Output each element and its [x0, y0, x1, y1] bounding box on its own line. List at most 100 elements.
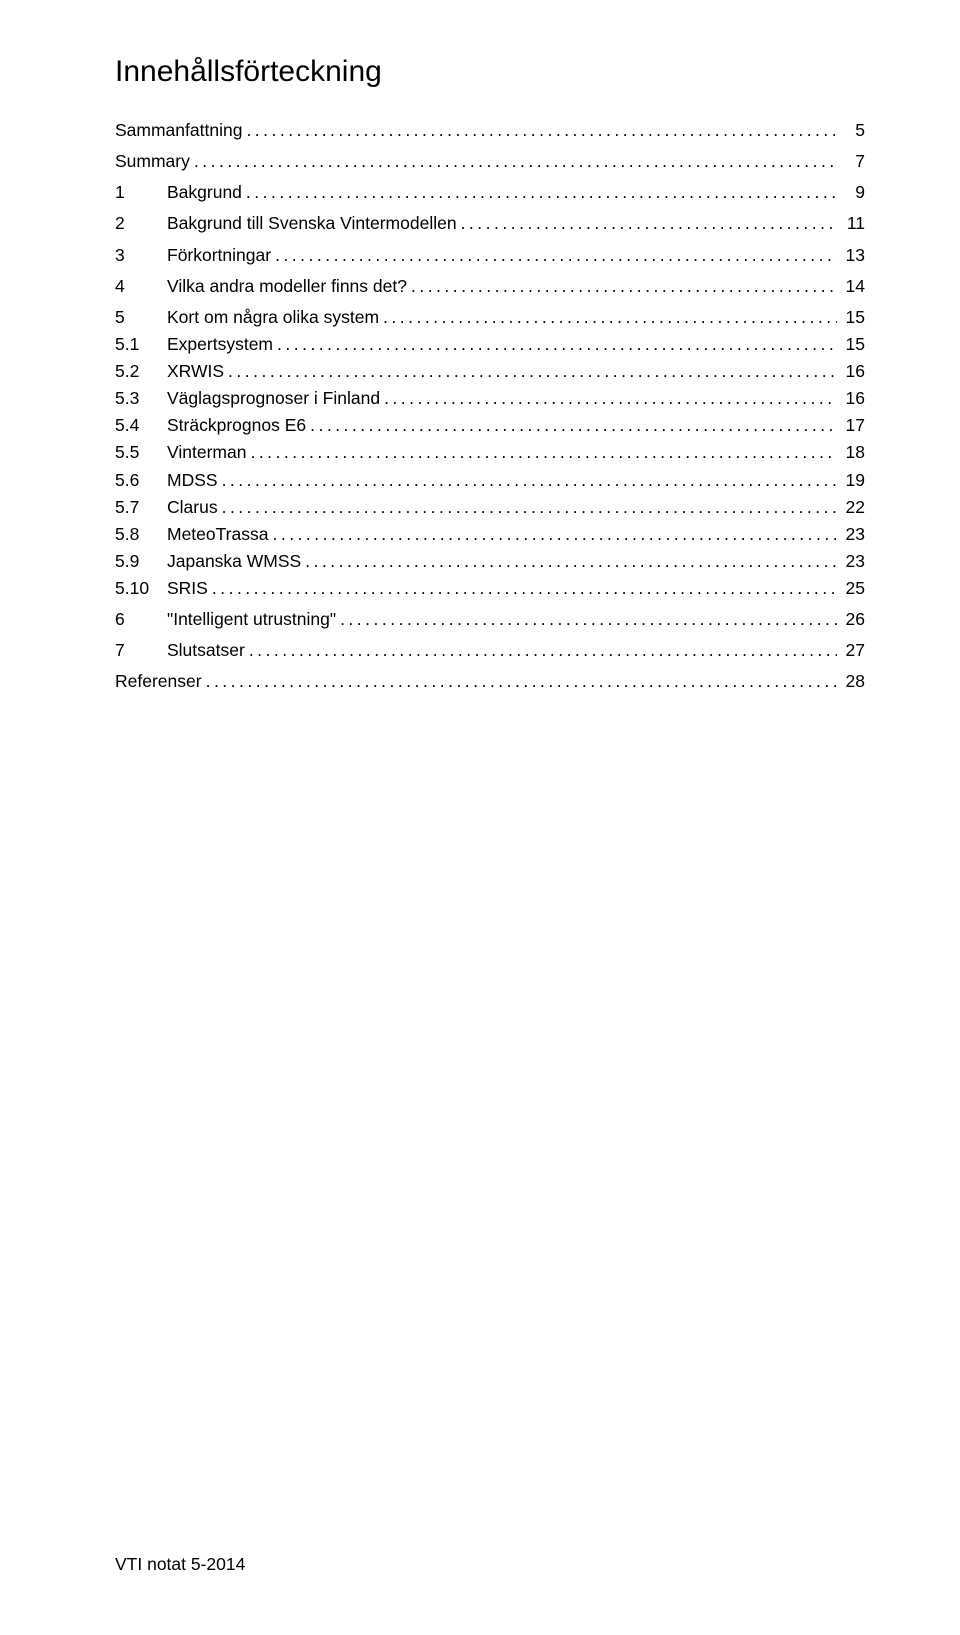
toc-label: Kort om några olika system: [167, 304, 379, 331]
toc-row: 5Kort om några olika system 15: [115, 304, 865, 331]
toc-row: 5.1Expertsystem 15: [115, 331, 865, 358]
toc-row: 5.2XRWIS 16: [115, 358, 865, 385]
toc-row: 2Bakgrund till Svenska Vintermodellen 11: [115, 210, 865, 237]
toc-page: 23: [841, 548, 865, 575]
toc-number: 5: [115, 304, 167, 331]
toc-page: 16: [841, 358, 865, 385]
toc-number: 5.2: [115, 358, 167, 385]
toc-row: Summary 7: [115, 148, 865, 175]
toc-label: Sammanfattning: [115, 117, 242, 144]
toc-label: Förkortningar: [167, 242, 271, 269]
toc-number: 5.8: [115, 521, 167, 548]
toc-leader-dots: [310, 412, 837, 439]
toc-leader-dots: [194, 148, 837, 175]
toc-leader-dots: [272, 521, 837, 548]
toc-page: 23: [841, 521, 865, 548]
toc-leader-dots: [461, 210, 837, 237]
toc-label: Vinterman: [167, 439, 246, 466]
toc-row: 5.7Clarus 22: [115, 494, 865, 521]
toc-label: XRWIS: [167, 358, 224, 385]
toc-leader-dots: [383, 304, 837, 331]
toc-number: 7: [115, 637, 167, 664]
toc-row: 1Bakgrund 9: [115, 179, 865, 206]
toc-number: 5.6: [115, 467, 167, 494]
toc-row: 7Slutsatser 27: [115, 637, 865, 664]
toc-number: 1: [115, 179, 167, 206]
toc-number: 4: [115, 273, 167, 300]
toc-leader-dots: [206, 668, 837, 695]
toc-label: Summary: [115, 148, 190, 175]
toc-leader-dots: [246, 179, 837, 206]
table-of-contents: Sammanfattning 5 Summary 7 1Bakgrund 9 2Bakgru…: [115, 117, 865, 696]
toc-page: 5: [841, 117, 865, 144]
toc-number: 5.3: [115, 385, 167, 412]
toc-page: 11: [841, 210, 865, 237]
toc-page: 14: [841, 273, 865, 300]
toc-leader-dots: [249, 637, 837, 664]
toc-label: Väglagsprognoser i Finland: [167, 385, 380, 412]
toc-number: 5.1: [115, 331, 167, 358]
toc-leader-dots: [384, 385, 837, 412]
toc-label: MeteoTrassa: [167, 521, 268, 548]
toc-row: 3Förkortningar 13: [115, 242, 865, 269]
toc-number: 2: [115, 210, 167, 237]
toc-row: 5.10SRIS 25: [115, 575, 865, 602]
toc-leader-dots: [222, 494, 837, 521]
toc-row: 5.8MeteoTrassa 23: [115, 521, 865, 548]
toc-leader-dots: [275, 242, 837, 269]
toc-number: 5.5: [115, 439, 167, 466]
toc-number: 5.10: [115, 575, 167, 602]
toc-number: 5.7: [115, 494, 167, 521]
toc-leader-dots: [250, 439, 837, 466]
footer-text: VTI notat 5-2014: [115, 1554, 245, 1575]
toc-page: 26: [841, 606, 865, 633]
toc-page: 16: [841, 385, 865, 412]
toc-number: 6: [115, 606, 167, 633]
toc-label: Slutsatser: [167, 637, 245, 664]
toc-row: 6"Intelligent utrustning" 26: [115, 606, 865, 633]
toc-label: Clarus: [167, 494, 218, 521]
toc-row: 5.6MDSS 19: [115, 467, 865, 494]
toc-page: 13: [841, 242, 865, 269]
page-title: Innehållsförteckning: [115, 55, 865, 89]
toc-leader-dots: [305, 548, 837, 575]
toc-number: 3: [115, 242, 167, 269]
toc-row: Referenser 28: [115, 668, 865, 695]
toc-row: 5.3Väglagsprognoser i Finland 16: [115, 385, 865, 412]
toc-leader-dots: [340, 606, 837, 633]
toc-leader-dots: [222, 467, 837, 494]
toc-label: "Intelligent utrustning": [167, 606, 336, 633]
toc-leader-dots: [212, 575, 837, 602]
toc-label: SRIS: [167, 575, 208, 602]
toc-number: 5.4: [115, 412, 167, 439]
toc-number: 5.9: [115, 548, 167, 575]
toc-page: 27: [841, 637, 865, 664]
toc-page: 28: [841, 668, 865, 695]
toc-label: Expertsystem: [167, 331, 273, 358]
toc-leader-dots: [246, 117, 837, 144]
toc-page: 18: [841, 439, 865, 466]
toc-page: 15: [841, 304, 865, 331]
toc-page: 7: [841, 148, 865, 175]
toc-label: Sträckprognos E6: [167, 412, 306, 439]
toc-leader-dots: [228, 358, 837, 385]
toc-page: 17: [841, 412, 865, 439]
toc-label: Bakgrund till Svenska Vintermodellen: [167, 210, 457, 237]
toc-label: MDSS: [167, 467, 218, 494]
toc-row: 5.5Vinterman 18: [115, 439, 865, 466]
toc-page: 15: [841, 331, 865, 358]
toc-row: 5.9Japanska WMSS 23: [115, 548, 865, 575]
toc-row: Sammanfattning 5: [115, 117, 865, 144]
toc-page: 25: [841, 575, 865, 602]
toc-page: 9: [841, 179, 865, 206]
toc-page: 22: [841, 494, 865, 521]
toc-leader-dots: [411, 273, 837, 300]
toc-label: Vilka andra modeller finns det?: [167, 273, 407, 300]
toc-row: 4Vilka andra modeller finns det? 14: [115, 273, 865, 300]
toc-label: Japanska WMSS: [167, 548, 301, 575]
toc-page: 19: [841, 467, 865, 494]
toc-label: Referenser: [115, 668, 202, 695]
toc-label: Bakgrund: [167, 179, 242, 206]
toc-row: 5.4Sträckprognos E6 17: [115, 412, 865, 439]
toc-leader-dots: [277, 331, 837, 358]
